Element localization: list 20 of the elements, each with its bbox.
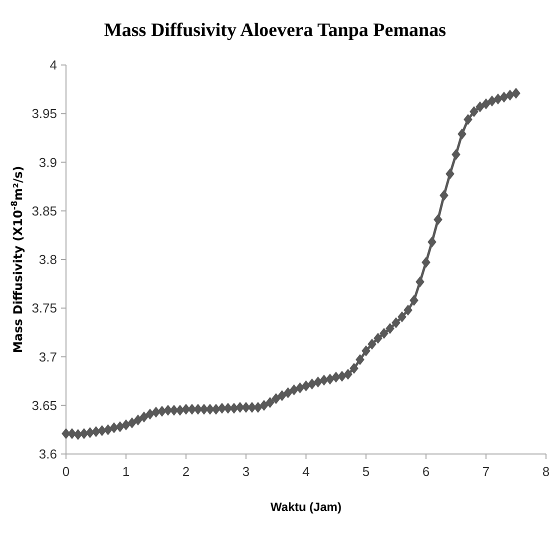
x-tick-label: 0 (62, 464, 70, 479)
chart-title: Mass Diffusivity Aloevera Tanpa Pemanas (104, 20, 446, 41)
x-tick-label: 8 (542, 464, 550, 479)
y-tick-label: 3.85 (32, 203, 57, 218)
x-tick-label: 1 (122, 464, 130, 479)
y-tick-label: 3.8 (38, 252, 57, 268)
x-tick-label: 6 (422, 464, 430, 479)
x-tick-label: 5 (362, 464, 370, 479)
x-tick-label: 3 (242, 464, 250, 479)
x-tick-label: 4 (302, 464, 310, 479)
x-tick-label: 7 (482, 464, 490, 479)
y-tick-label: 3.75 (32, 300, 57, 316)
y-tick-label: 3.65 (32, 398, 57, 413)
y-tick-label: 3.7 (38, 349, 57, 364)
y-tick-label: 3.9 (38, 154, 57, 170)
y-tick-label: 4 (50, 58, 57, 73)
x-tick-label: 2 (182, 464, 190, 479)
x-axis-title: Waktu (Jam) (270, 500, 342, 514)
y-tick-label: 3.6 (38, 446, 57, 462)
y-tick-label: 3.95 (32, 106, 57, 122)
